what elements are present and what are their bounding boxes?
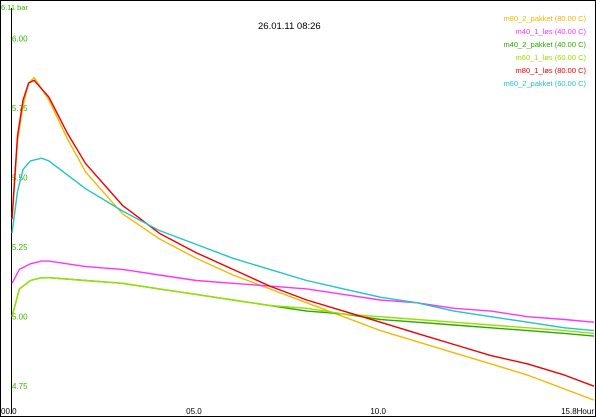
x-tick-label: 05.0 [186, 407, 202, 416]
legend-item: m60_2_pakket (60.00 C) [503, 79, 586, 88]
y-ticks: 6.00 5.75 5.50 5.25 5.00 4.75 [12, 35, 28, 392]
x-tick-label: 15.8Hour [561, 407, 594, 416]
y-top-label: 6.11 bar [1, 3, 28, 12]
series-line-6 [11, 157, 595, 332]
y-tick-label: 5.75 [12, 104, 28, 113]
legend-item: m40_2_pakket (40.00 C) [503, 40, 586, 49]
chart-timestamp: 26.01.11 08:26 [258, 21, 321, 32]
legend-item: m60_1_løs (60.00 C) [516, 53, 587, 62]
y-tick-label: 5.00 [12, 313, 28, 322]
legend-item: m80_1_løs (80.00 C) [516, 66, 587, 75]
series-layer [11, 76, 595, 401]
y-tick-label: 5.50 [12, 174, 28, 183]
y-tick-label: 5.25 [12, 243, 28, 252]
series-line-1 [11, 76, 595, 401]
x-tick-label: 00.0 [1, 407, 17, 416]
y-tick-label: 6.00 [12, 35, 28, 44]
x-tick-label: 10.0 [370, 407, 386, 416]
y-tick-label: 4.75 [12, 382, 28, 391]
legend: m80_2_pakket (80.00 C) m40_1_løs (40.00 C… [503, 14, 586, 88]
legend-item: m80_2_pakket (80.00 C) [503, 14, 586, 23]
series-line-4 [11, 277, 595, 335]
series-line-2 [11, 260, 595, 323]
x-ticks: 00.0 05.0 10.0 15.8Hour [1, 407, 594, 416]
legend-item: m40_1_løs (40.00 C) [516, 27, 587, 36]
series-line-5 [11, 79, 595, 387]
